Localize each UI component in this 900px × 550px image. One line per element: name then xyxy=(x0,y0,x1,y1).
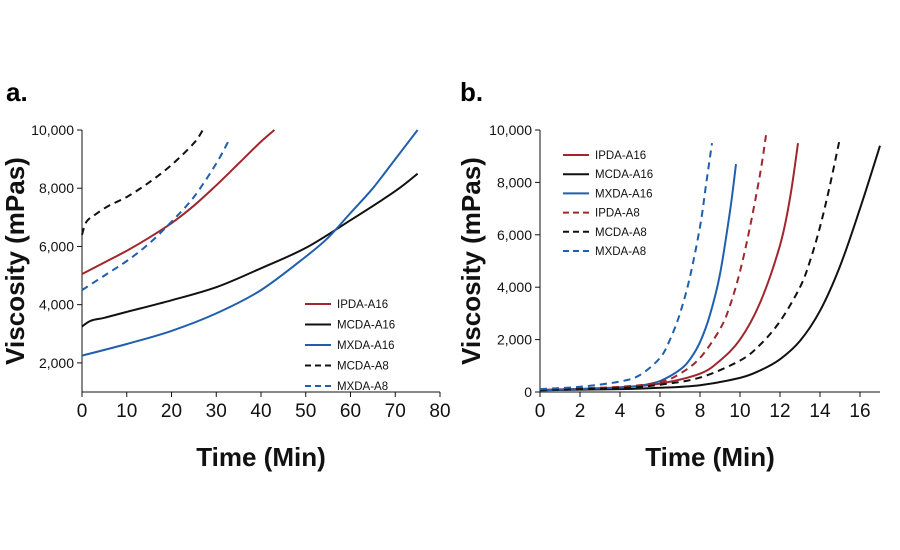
series-line-mcda-a8 xyxy=(539,137,841,391)
x-tick-label: 4 xyxy=(615,401,626,422)
legend-label: IPDA-A8 xyxy=(595,208,640,220)
x-tick-label: 10 xyxy=(116,401,137,422)
legend-label: IPDA-A16 xyxy=(595,150,646,162)
y-tick-label: 6,000 xyxy=(39,238,74,254)
panel-label-a: a. xyxy=(6,77,28,107)
legend-label: MCDA-A8 xyxy=(337,361,389,373)
y-tick-label: 8,000 xyxy=(39,180,74,196)
y-tick-label: 6,000 xyxy=(497,227,532,243)
legend-label: MXDA-A16 xyxy=(337,340,395,352)
y-tick-label: 10,000 xyxy=(489,122,532,138)
x-tick-label: 0 xyxy=(535,401,546,422)
series-line-mxda-a16 xyxy=(81,129,419,357)
x-tick-label: 8 xyxy=(695,401,706,422)
legend-label: MCDA-A16 xyxy=(595,169,653,181)
x-tick-label: 0 xyxy=(77,401,88,422)
y-axis-title: Viscosity (mPas) xyxy=(0,157,30,365)
x-tick-label: 14 xyxy=(809,401,831,422)
series-line-mcda-a8 xyxy=(81,129,204,236)
chart-panel-a: 0 10 20 30 40 50 60 70 80 2,000 4,000 6,000 8,000 10,… xyxy=(0,122,451,472)
y-tick-label: 8,000 xyxy=(497,174,532,190)
legend-label: MCDA-A8 xyxy=(595,227,647,239)
panel-label-b: b. xyxy=(460,77,483,107)
series-line-ipda-a16 xyxy=(81,129,276,275)
x-tick-label: 12 xyxy=(769,401,790,422)
x-tick-label: 30 xyxy=(206,401,227,422)
series-line-mcda-a16 xyxy=(539,145,881,392)
series-line-ipda-a16 xyxy=(539,142,799,391)
y-tick-label: 10,000 xyxy=(31,122,74,138)
y-axis-title: Viscosity (mPas) xyxy=(456,157,486,365)
legend-label: MXDA-A8 xyxy=(595,246,646,258)
x-tick-label: 50 xyxy=(295,401,316,422)
y-tick-label: 4,000 xyxy=(39,297,74,313)
legend-label: MXDA-A16 xyxy=(595,188,653,200)
x-axis-title: Time (Min) xyxy=(645,442,775,472)
series-line-mxda-a8 xyxy=(81,138,231,291)
x-tick-label: 2 xyxy=(575,401,586,422)
y-tick-label: 2,000 xyxy=(497,332,532,348)
y-tick-label: 4,000 xyxy=(497,279,532,295)
x-tick-label: 40 xyxy=(250,401,271,422)
y-tick-label: 2,000 xyxy=(39,355,74,371)
x-tick-label: 20 xyxy=(161,401,182,422)
x-tick-label: 6 xyxy=(655,401,666,422)
x-tick-label: 70 xyxy=(385,401,406,422)
series-line-mcda-a16 xyxy=(81,172,419,328)
y-tick-label: 0 xyxy=(524,384,532,400)
legend-label: IPDA-A16 xyxy=(337,299,388,311)
chart-panel-b: 0 2 4 6 8 10 12 14 16 0 2,000 4,000 6,000 8,000 10,000… xyxy=(456,122,881,472)
x-tick-label: 80 xyxy=(429,401,450,422)
series-line-mxda-a8 xyxy=(539,142,713,391)
x-tick-label: 10 xyxy=(729,401,750,422)
x-tick-label: 60 xyxy=(340,401,361,422)
legend-label: MCDA-A16 xyxy=(337,320,395,332)
x-axis-title: Time (Min) xyxy=(196,442,326,472)
x-tick-label: 16 xyxy=(849,401,870,422)
legend-label: MXDA-A8 xyxy=(337,381,388,393)
